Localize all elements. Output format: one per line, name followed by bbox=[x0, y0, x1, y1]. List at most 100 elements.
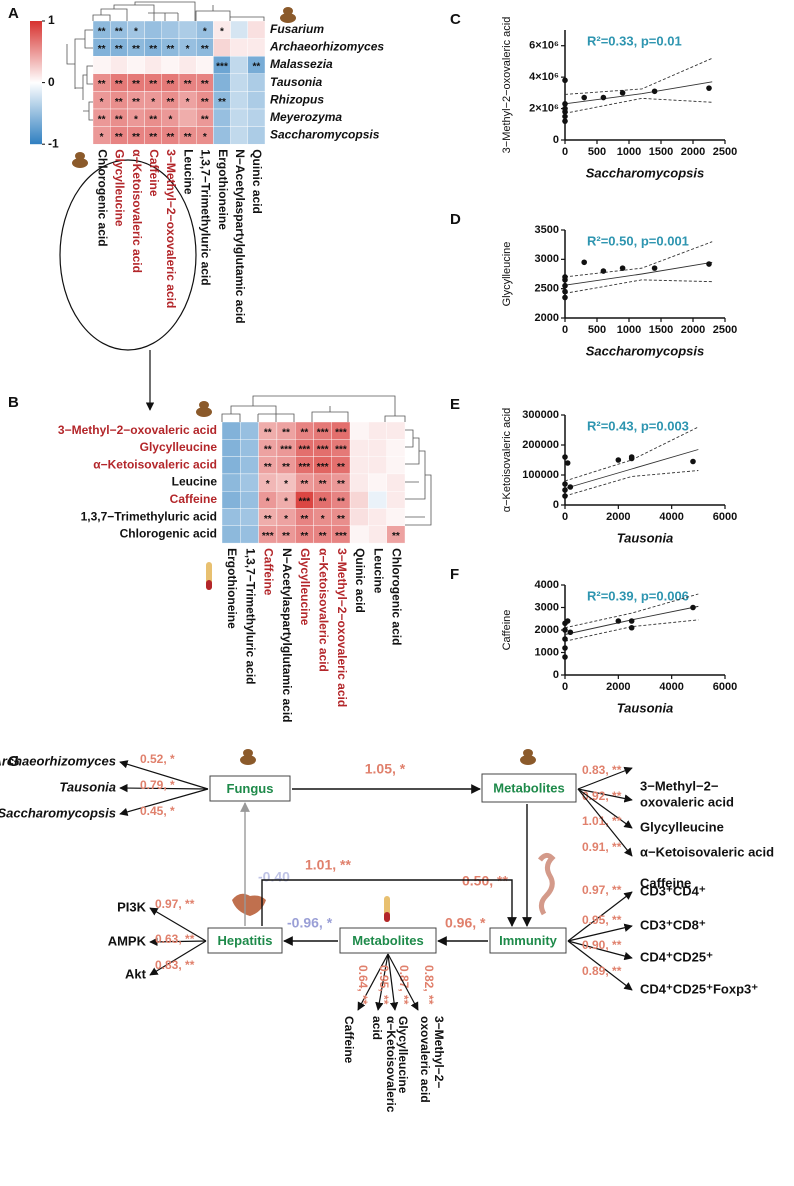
x-tick-label: 0 bbox=[562, 146, 568, 158]
annotation: R²=0.50, p=0.001 bbox=[587, 233, 689, 248]
column-label: 3−Methyl−2−oxovaleric acid bbox=[335, 548, 349, 707]
loading-value: 0.45, * bbox=[140, 804, 175, 818]
x-tick-label: 1000 bbox=[617, 324, 641, 336]
loading-value: 0.82, ** bbox=[422, 965, 436, 1005]
column-label: Ergothioneine bbox=[216, 149, 230, 230]
indicator-name: AMPK bbox=[108, 933, 147, 948]
row-label: Caffeine bbox=[170, 492, 218, 506]
x-tick-label: 0 bbox=[562, 681, 568, 693]
heatmap-cell bbox=[247, 20, 266, 39]
significance-stars: *** bbox=[317, 427, 329, 438]
ci-upper bbox=[564, 593, 699, 629]
significance-stars: *** bbox=[262, 531, 274, 542]
significance-stars: *** bbox=[280, 445, 292, 456]
heatmap-cell bbox=[349, 491, 369, 509]
heatmap-cell bbox=[240, 473, 259, 492]
heatmap-cell bbox=[368, 491, 387, 509]
heatmap-cell bbox=[127, 56, 145, 75]
node-label: Fungus bbox=[227, 781, 274, 796]
annotation: R²=0.33, p=0.01 bbox=[587, 33, 682, 48]
heatmap-cell bbox=[230, 91, 249, 110]
intestine-icon bbox=[538, 852, 556, 916]
path-coefficient: 1.01, ** bbox=[305, 857, 351, 873]
significance-stars: ** bbox=[282, 531, 290, 542]
row-label: Tausonia bbox=[270, 75, 323, 89]
column-label: Caffeine bbox=[262, 548, 276, 596]
significance-stars: ** bbox=[184, 79, 192, 90]
significance-stars: ** bbox=[115, 26, 123, 37]
dendrogram bbox=[66, 29, 93, 121]
column-label: Glycylleucine bbox=[298, 548, 312, 626]
y-tick-label: 300000 bbox=[522, 409, 559, 421]
heatmap-cell bbox=[213, 73, 231, 92]
heatmap-cell bbox=[230, 126, 249, 145]
panel-label: C bbox=[450, 11, 461, 28]
loading-arrow bbox=[577, 766, 633, 790]
loading-value: 0.95, ** bbox=[582, 913, 622, 927]
row-label: Meyerozyma bbox=[270, 110, 342, 124]
significance-stars: ** bbox=[264, 462, 272, 473]
annotation: R²=0.43, p=0.003 bbox=[587, 418, 689, 433]
path-coefficient: -0.96, * bbox=[287, 915, 333, 931]
heatmap-cell bbox=[230, 56, 249, 75]
indicator-name: PI3K bbox=[117, 899, 147, 914]
significance-stars: ** bbox=[264, 427, 272, 438]
significance-stars: * bbox=[186, 97, 190, 108]
significance-stars: *** bbox=[216, 62, 228, 73]
significance-stars: ** bbox=[218, 97, 226, 108]
heatmap-cell bbox=[178, 56, 197, 75]
significance-stars: ** bbox=[319, 496, 327, 507]
y-tick-label: 6×10⁶ bbox=[529, 40, 559, 52]
data-point bbox=[600, 94, 607, 101]
indicator-name: Akt bbox=[125, 966, 147, 981]
significance-stars: ** bbox=[115, 132, 123, 143]
indicator-name: CD4⁺CD25⁺ bbox=[640, 949, 713, 964]
indicator-name: oxovaleric acid bbox=[418, 1016, 432, 1103]
significance-stars: ** bbox=[253, 62, 261, 73]
indicator-name: Caffeine bbox=[342, 1016, 356, 1064]
loading-arrow bbox=[577, 788, 633, 803]
column-label: Ergothioneine bbox=[225, 548, 239, 629]
row-label: Fusarium bbox=[270, 22, 324, 36]
y-tick-label: 3000 bbox=[535, 253, 559, 265]
loading-value: 0.83, ** bbox=[582, 763, 622, 777]
data-point bbox=[562, 288, 568, 295]
colorbar-tick-label: 1 bbox=[48, 13, 55, 27]
x-axis-label: Tausonia bbox=[617, 700, 674, 715]
loading-value: 0.97, ** bbox=[155, 897, 195, 911]
row-label: 3−Methyl−2−oxovaleric acid bbox=[58, 423, 217, 437]
data-point bbox=[706, 261, 712, 267]
loading-arrow bbox=[119, 783, 209, 793]
significance-stars: ** bbox=[282, 427, 290, 438]
data-point bbox=[615, 618, 622, 624]
dendrogram bbox=[405, 429, 432, 526]
highlight-ellipse bbox=[59, 159, 197, 351]
heatmap-cell bbox=[386, 525, 406, 544]
significance-stars: * bbox=[100, 97, 104, 108]
ci-upper bbox=[564, 241, 713, 278]
heatmap-cell bbox=[349, 456, 369, 475]
dendrogram bbox=[221, 395, 406, 422]
data-point bbox=[564, 618, 571, 624]
loading-value: 0.63, ** bbox=[155, 932, 195, 946]
significance-stars: * bbox=[266, 496, 270, 507]
row-label: 1,3,7−Trimethyluric acid bbox=[81, 509, 217, 523]
loading-value: 0.87, ** bbox=[397, 965, 411, 1005]
significance-stars: ** bbox=[115, 97, 123, 108]
data-point bbox=[562, 274, 568, 280]
significance-stars: ** bbox=[300, 531, 308, 542]
ci-upper bbox=[564, 57, 713, 95]
row-label: Saccharomycopsis bbox=[270, 128, 380, 142]
significance-stars: * bbox=[220, 26, 224, 37]
significance-stars: *** bbox=[335, 445, 347, 456]
loading-arrow bbox=[387, 953, 419, 1011]
significance-stars: ** bbox=[132, 44, 140, 55]
significance-stars: ** bbox=[167, 79, 175, 90]
y-axis-label: Caffeine bbox=[501, 610, 513, 651]
x-tick-label: 2000 bbox=[606, 681, 630, 693]
indicator-name: acid bbox=[370, 1016, 384, 1040]
ci-upper bbox=[564, 426, 699, 482]
x-tick-label: 0 bbox=[562, 324, 568, 336]
loading-value: 0.83, ** bbox=[155, 958, 195, 972]
